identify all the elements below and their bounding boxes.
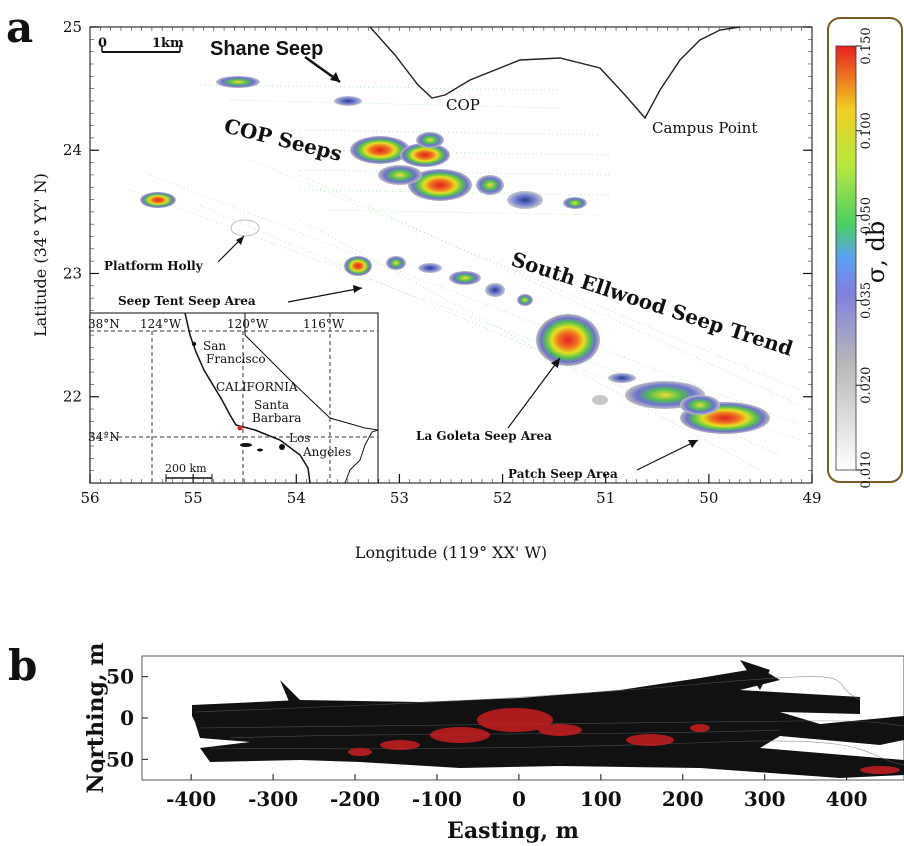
inset-lon-116: 116°W: [303, 317, 345, 331]
y-tick-label: 23: [63, 264, 82, 282]
x-tick-label: 49: [802, 489, 821, 507]
y-tick-label: 22: [63, 388, 82, 406]
b-y-tick-label: 50: [106, 665, 134, 689]
colorbar-tick-label: 0.150: [859, 27, 874, 64]
scale-bar-label: 1km: [152, 36, 184, 51]
panel-a-letter: a: [6, 3, 33, 52]
b-x-tick-label: 400: [826, 787, 868, 811]
b-x-tick-label: -300: [248, 787, 298, 811]
x-tick-label: 50: [699, 489, 718, 507]
colorbar: 0.150 0.100 0.050 0.035 0.020 0.010 σ, db: [827, 17, 903, 489]
y-tick-label: 25: [63, 18, 82, 36]
panel-a-ylabel: Latitude (34° YY' N): [31, 173, 50, 337]
colorbar-tick-label: 0.050: [859, 197, 874, 234]
inset-map: 38°N 34°N 124°W 120°W 116°W San Francisc…: [88, 312, 379, 484]
arrowhead-shane-seep: [330, 72, 340, 82]
label-shane-seep: Shane Seep: [210, 38, 323, 60]
inset-lat-34: 34°N: [88, 430, 120, 444]
inset-place-francisco: Francisco: [206, 352, 266, 366]
label-cop: COP: [446, 96, 480, 114]
scale-bar: 0 1km: [98, 36, 184, 53]
b-x-tick-label: 100: [580, 787, 622, 811]
inset-place-santa: Santa: [254, 398, 289, 412]
b-x-tick-label: 300: [744, 787, 786, 811]
label-campus-point: Campus Point: [652, 119, 757, 137]
seep-bubbles: [348, 708, 900, 774]
b-x-tick-label: 0: [512, 787, 526, 811]
label-la-goleta: La Goleta Seep Area: [416, 429, 552, 443]
x-tick-label: 54: [287, 489, 306, 507]
b-x-tick-label: -400: [166, 787, 216, 811]
colorbar-gradient: [835, 45, 857, 471]
panel-b-letter: b: [8, 641, 37, 690]
arrowhead-seep-tent: [353, 285, 362, 293]
b-x-tick-label: -100: [412, 787, 462, 811]
colorbar-tick-label: 0.020: [859, 367, 874, 404]
seep-backscatter: [140, 76, 770, 434]
inset-place-los: Los: [289, 431, 310, 445]
arrow-patch-seep: [636, 439, 699, 471]
panel-a-xlabel: Longitude (119° XX' W): [355, 543, 547, 562]
arrowhead-la-goleta: [551, 358, 560, 368]
label-seep-tent: Seep Tent Seep Area: [118, 294, 256, 308]
survey-tracklines: [129, 84, 801, 471]
arrowhead-patch-seep: [688, 440, 698, 448]
x-tick-label: 55: [184, 489, 203, 507]
x-tick-label: 53: [390, 489, 409, 507]
inset-place-san: San: [203, 339, 226, 353]
x-tick-label: 51: [596, 489, 615, 507]
panel-a-map: 0 1km Shane Seep COP Campus Point COP Se…: [31, 18, 822, 562]
inset-place-california: CALIFORNIA: [216, 380, 298, 394]
inset-place-barbara: Barbara: [252, 411, 301, 425]
inset-lon-120: 120°W: [227, 317, 269, 331]
panel-b-xlabel: Easting, m: [447, 818, 579, 844]
colorbar-tick-label: 0.100: [859, 112, 874, 149]
panel-b-ylabel: Northing, m: [83, 643, 109, 794]
arrowhead-platform-holly: [236, 236, 244, 245]
colorbar-tick-label: 0.035: [859, 282, 874, 319]
panel-a-axes: 56 55 54 53 52 51 50 49 25 24 23 22: [63, 18, 822, 507]
label-platform-holly: Platform Holly: [104, 259, 204, 273]
inset-lat-38: 38°N: [88, 317, 120, 331]
x-tick-label: 52: [493, 489, 512, 507]
b-y-tick-label: 0: [120, 706, 134, 730]
y-tick-label: 24: [63, 141, 82, 159]
inset-lon-124: 124°W: [140, 317, 182, 331]
label-patch-seep: Patch Seep Area: [508, 467, 618, 481]
arrow-la-goleta: [507, 357, 561, 429]
scale-bar-zero: 0: [98, 36, 107, 51]
b-x-tick-label: -200: [330, 787, 380, 811]
colorbar-tick-label: 0.010: [859, 451, 874, 488]
b-x-tick-label: 200: [662, 787, 704, 811]
x-tick-label: 56: [80, 489, 99, 507]
arrow-seep-tent: [287, 287, 363, 303]
colorbar-label: σ, db: [862, 221, 890, 283]
b-y-tick-label: -50: [98, 747, 134, 771]
inset-scale: 200 km: [165, 462, 207, 475]
coastline: [369, 26, 741, 120]
inset-place-angeles: Angeles: [302, 445, 351, 459]
